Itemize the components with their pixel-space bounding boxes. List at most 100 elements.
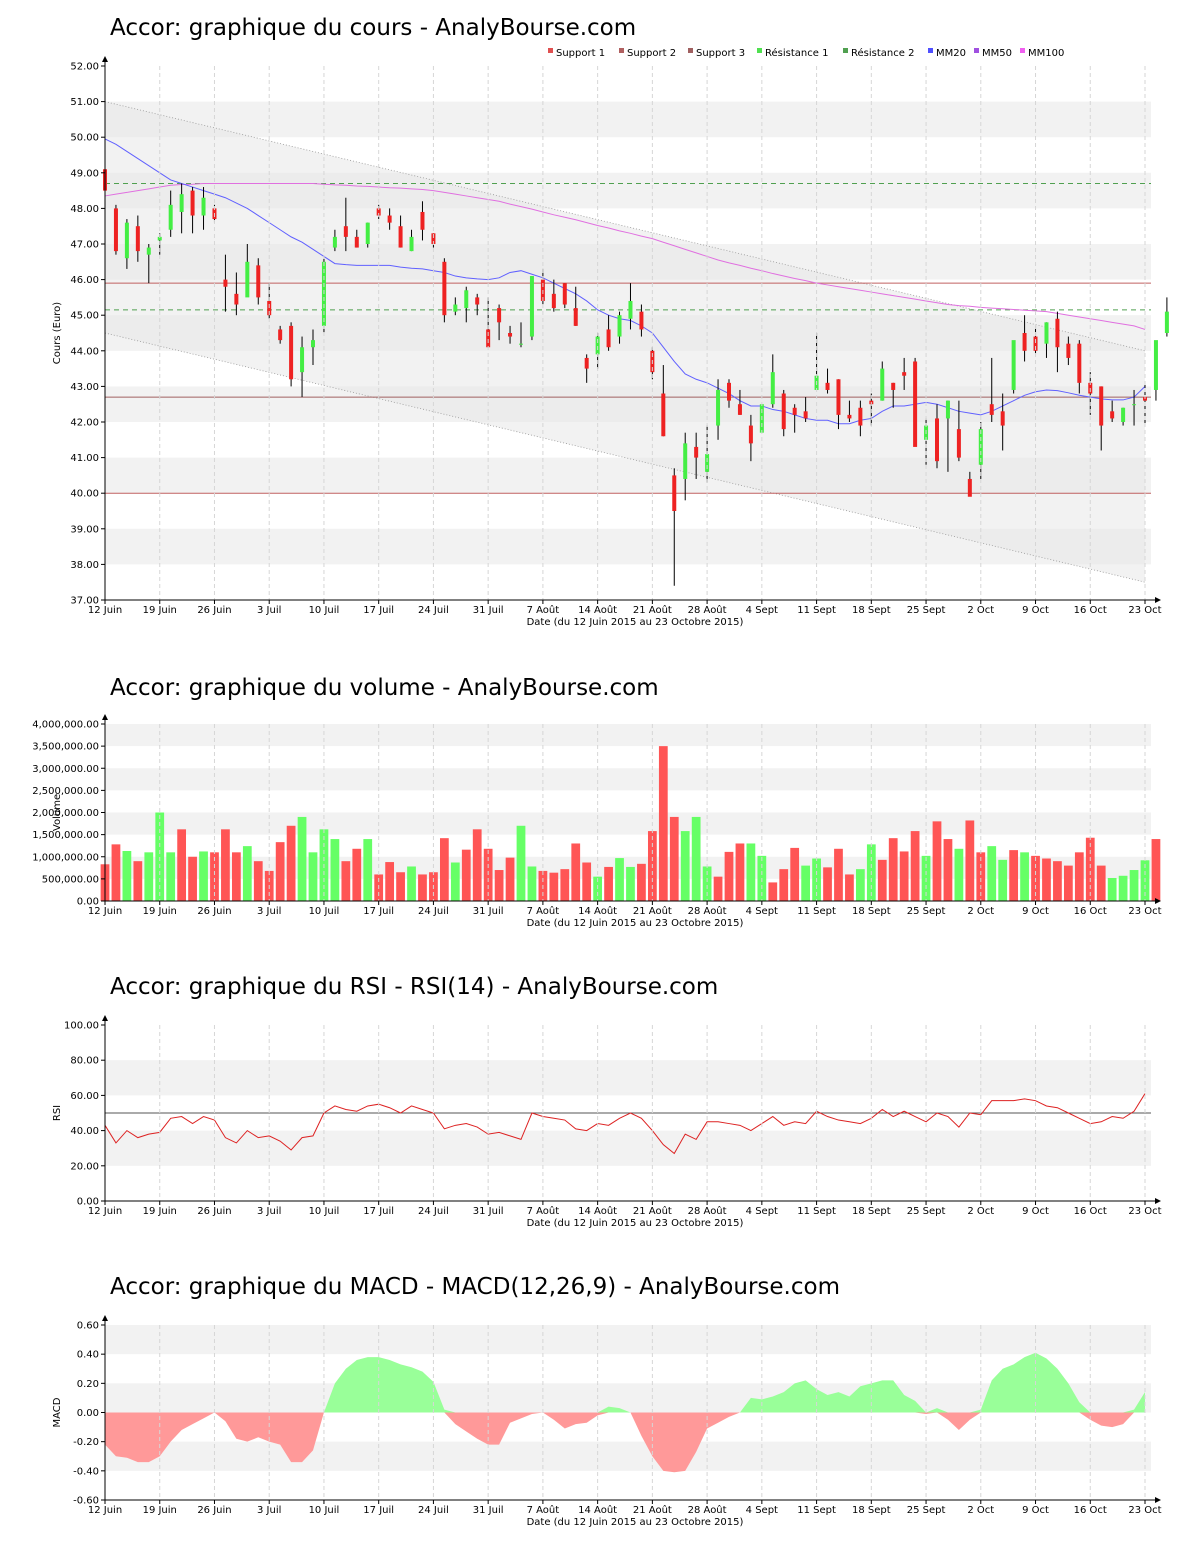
candle-body: [705, 454, 710, 472]
legend-swatch: [757, 48, 762, 53]
x-tick-label: 31 Juil: [473, 605, 504, 616]
candle-body: [486, 329, 491, 348]
volume-bar: [527, 866, 537, 901]
candle-body: [1066, 343, 1071, 358]
volume-bar: [779, 869, 789, 901]
x-tick-label: 17 Juil: [363, 1505, 394, 1516]
x-tick-label: 11 Sept: [797, 605, 836, 616]
y-tick-label: 52.00: [70, 62, 99, 73]
price-chart-indicators: [104, 138, 1151, 494]
volume-bar: [188, 856, 197, 901]
x-tick-label: 23 Oct: [1128, 1505, 1161, 1516]
price-chart-grid: [104, 101, 1146, 583]
candle-body: [1077, 343, 1082, 383]
x-tick-label: 12 Juin: [88, 1206, 122, 1217]
x-tick-label: 4 Sept: [746, 605, 778, 616]
y-tick-label: 100.00: [64, 1021, 99, 1032]
x-tick-label: 19 Juin: [143, 906, 177, 917]
candle-body: [737, 404, 742, 415]
candle-body: [1132, 404, 1137, 406]
candle-body: [519, 343, 523, 345]
candle-body: [1121, 407, 1126, 422]
y-tick-label: -0.40: [73, 1466, 99, 1477]
candle-body: [442, 261, 447, 316]
candle-body: [497, 308, 502, 323]
y-tick-label: 3,000,000.00: [32, 764, 99, 775]
x-tick-label: 3 Juil: [257, 1505, 281, 1516]
y-tick-label: 1,500,000.00: [32, 830, 99, 841]
x-tick-label: 19 Juin: [143, 605, 177, 616]
legend-entry: Résistance 2: [851, 47, 914, 59]
y-axis-arrow: [102, 714, 108, 720]
mm100-line: [104, 182, 1146, 330]
legend-swatch: [974, 48, 979, 53]
x-tick-label: 19 Juin: [143, 1206, 177, 1217]
candle-body: [716, 389, 721, 426]
candle-body: [354, 236, 359, 248]
volume-bar: [746, 843, 756, 901]
band-stripe: [105, 768, 1151, 791]
trend-upper-line: [104, 101, 1146, 352]
x-tick-label: 9 Oct: [1022, 1505, 1049, 1516]
y-axis-arrow: [102, 1315, 108, 1321]
x-tick-label: 3 Juil: [257, 1206, 281, 1217]
volume-bar: [286, 825, 296, 901]
macd-chart-title: Accor: graphique du MACD - MACD(12,26,9)…: [110, 1274, 840, 1300]
band-stripe: [105, 1383, 1151, 1413]
volume-bar: [472, 829, 482, 901]
y-axis-label: Volume: [52, 794, 63, 831]
candle-body: [825, 382, 830, 390]
legend-entry: MM20: [936, 48, 966, 59]
x-tick-label: 25 Sept: [907, 1206, 946, 1217]
candle-body: [135, 226, 140, 252]
legend-entry: Support 1: [556, 48, 605, 59]
volume-bar: [965, 820, 975, 901]
x-tick-label: 10 Juil: [309, 1206, 340, 1217]
x-tick-label: 16 Oct: [1074, 906, 1107, 917]
volume-bar: [516, 825, 526, 901]
candle-body: [234, 293, 239, 305]
x-axis-label: Date (du 12 Juin 2015 au 23 Octobre 2015…: [527, 1517, 744, 1528]
y-tick-label: 0.60: [77, 1321, 99, 1332]
y-tick-label: 40.00: [70, 1126, 99, 1137]
volume-bar: [702, 866, 712, 901]
y-tick-label: 40.00: [70, 489, 99, 500]
volume-bar: [166, 852, 176, 901]
x-tick-label: 18 Sept: [852, 1206, 891, 1217]
legend-swatch: [619, 48, 624, 53]
x-tick-label: 21 Août: [633, 1205, 672, 1217]
candle-body: [551, 293, 556, 309]
y-axis-arrow: [102, 56, 108, 62]
x-tick-label: 18 Sept: [852, 1505, 891, 1516]
x-tick-label: 24 Juil: [418, 605, 449, 616]
volume-bar: [724, 851, 734, 901]
volume-bar: [855, 869, 865, 901]
candle-body: [1000, 411, 1005, 426]
candle-body: [311, 340, 315, 348]
volume-bar: [297, 816, 307, 901]
candle-body: [409, 236, 414, 252]
volume-chart: Accor: graphique du volume - AnalyBourse…: [32, 675, 1161, 929]
y-tick-label: 43.00: [70, 382, 99, 393]
volume-bar: [308, 852, 318, 901]
x-tick-label: 11 Sept: [797, 1206, 836, 1217]
y-tick-label: 500,000.00: [42, 874, 99, 885]
candle-body: [113, 208, 118, 252]
candle-body: [289, 325, 294, 380]
candle-body: [343, 226, 348, 237]
candle-body: [584, 357, 589, 369]
candle-body: [683, 443, 688, 479]
x-tick-label: 2 Oct: [967, 1505, 994, 1516]
x-tick-label: 4 Sept: [746, 1505, 778, 1516]
candle-body: [956, 429, 961, 458]
x-tick-label: 7 Août: [527, 1205, 560, 1217]
y-tick-label: 80.00: [70, 1056, 99, 1067]
x-tick-label: 26 Juin: [197, 605, 231, 616]
legend-entry: Support 3: [696, 48, 745, 59]
mm20-line: [104, 138, 1146, 425]
volume-bar: [582, 862, 592, 901]
x-tick-label: 24 Juil: [418, 1505, 449, 1516]
legend-swatch: [843, 48, 848, 53]
candle-body: [913, 361, 918, 447]
x-tick-label: 2 Oct: [967, 1206, 994, 1217]
